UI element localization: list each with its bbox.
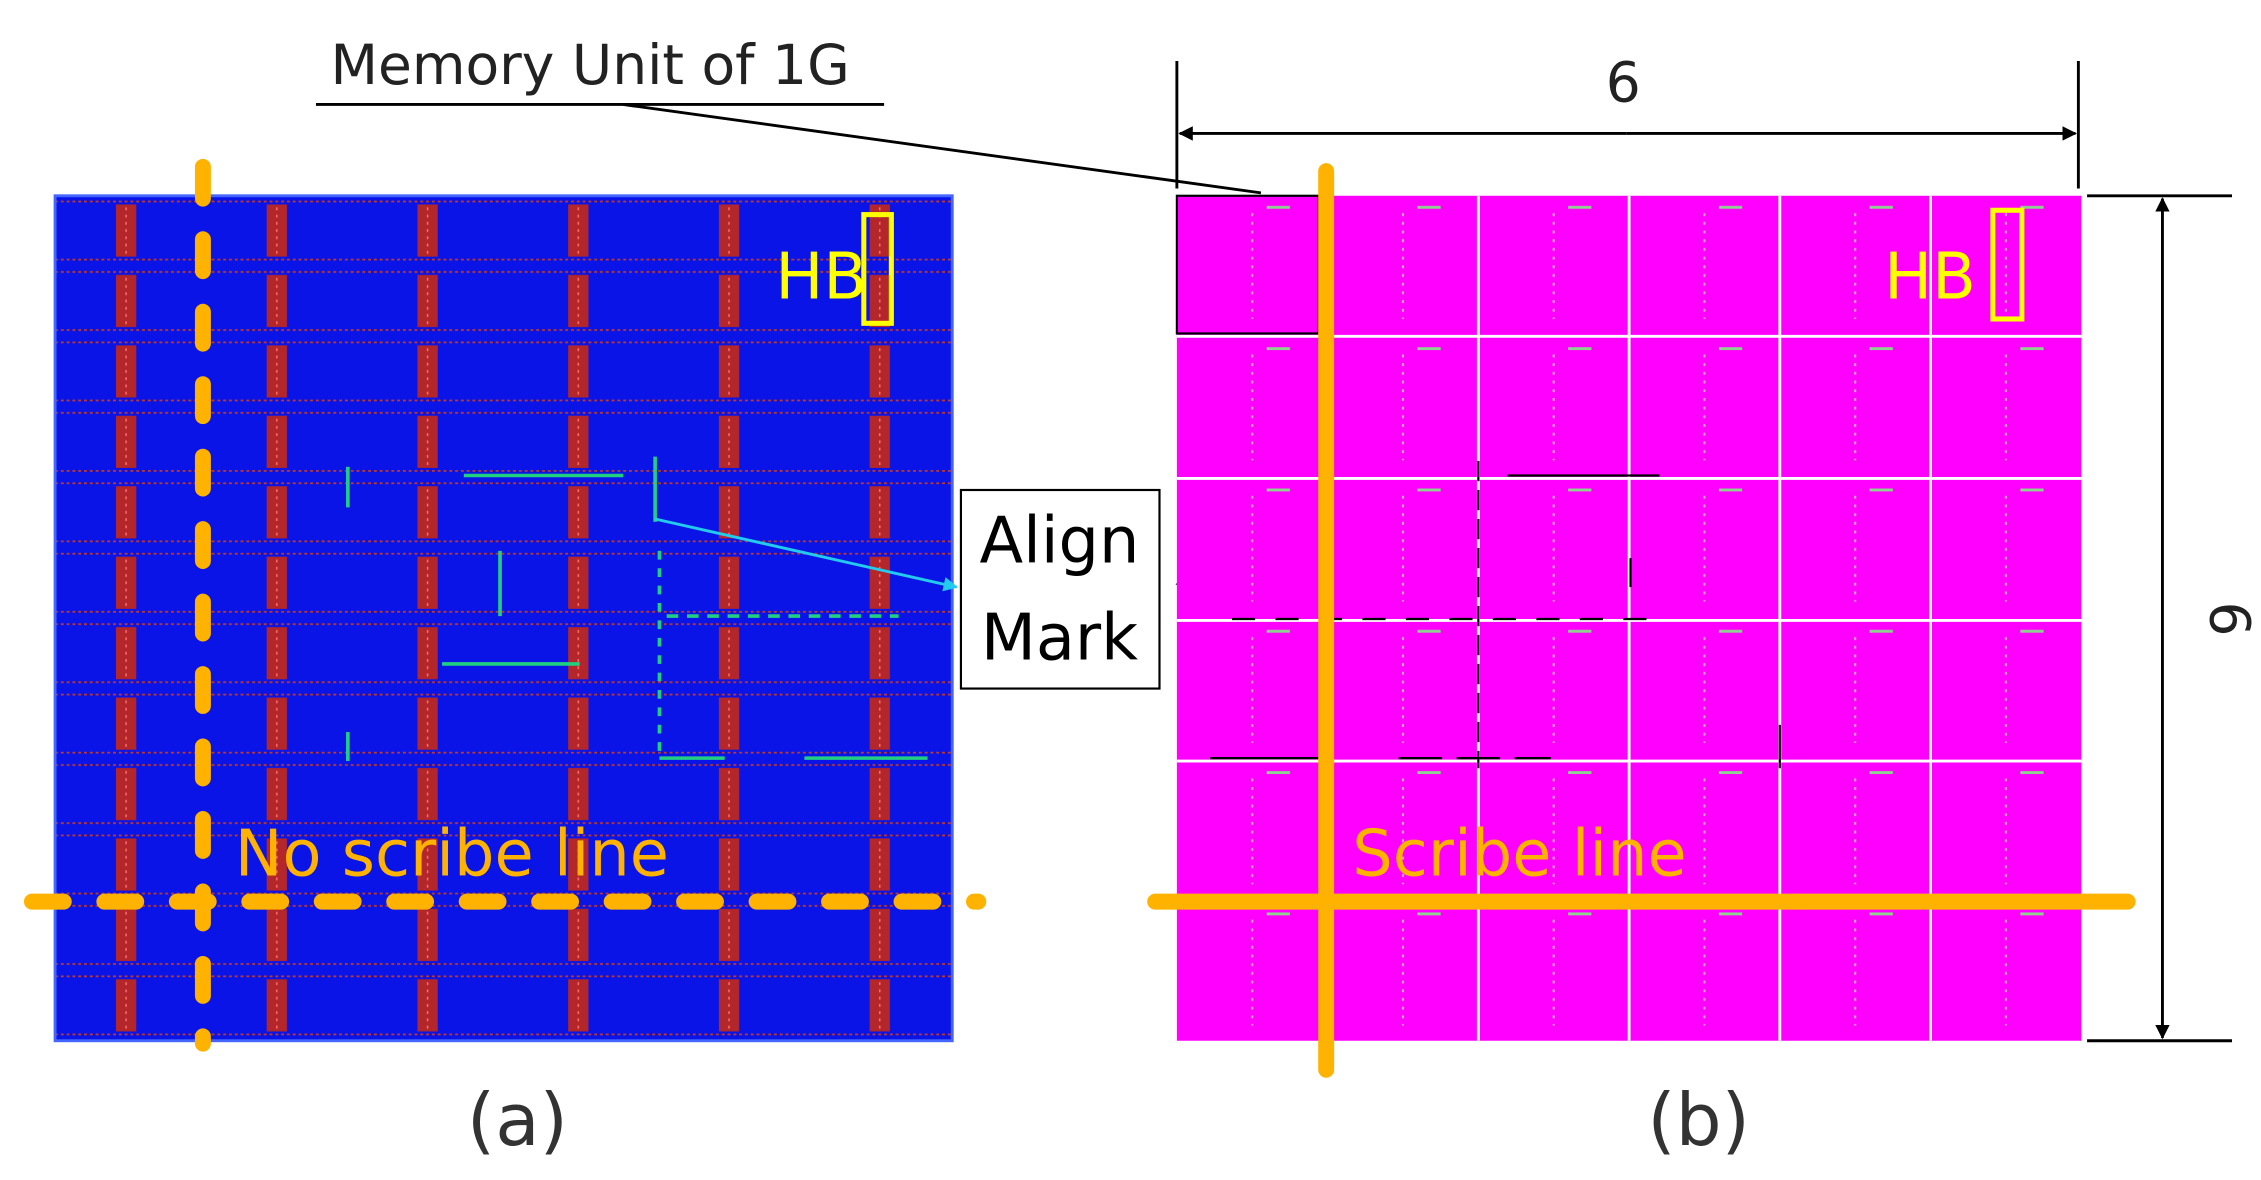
panel-label-b: (b) bbox=[1647, 1079, 1750, 1163]
hb-label-a: HB bbox=[775, 241, 867, 315]
hb-box-b bbox=[1990, 207, 2025, 322]
dim-top-label: 6 bbox=[1606, 51, 1641, 115]
memory-unit-label: Memory Unit of 1G bbox=[330, 33, 849, 97]
memory-unit-leader bbox=[623, 103, 1262, 195]
no-scribe-label: No scribe line bbox=[235, 818, 669, 892]
align-traces-b bbox=[1210, 461, 1781, 769]
hb-box-a bbox=[861, 212, 894, 326]
align-arrow-a bbox=[654, 517, 958, 592]
hb-label-b: HB bbox=[1884, 241, 1976, 315]
scribe-label: Scribe line bbox=[1352, 818, 1687, 892]
panel-label-a: (a) bbox=[467, 1079, 568, 1163]
chip-layout-a bbox=[53, 194, 954, 1043]
align-label: Align bbox=[980, 504, 1140, 578]
mark-label: Mark bbox=[981, 602, 1138, 676]
align-mark-traces bbox=[346, 456, 928, 762]
align-mark-box bbox=[959, 488, 1161, 690]
dim-right-label: 6 bbox=[2197, 601, 2261, 636]
